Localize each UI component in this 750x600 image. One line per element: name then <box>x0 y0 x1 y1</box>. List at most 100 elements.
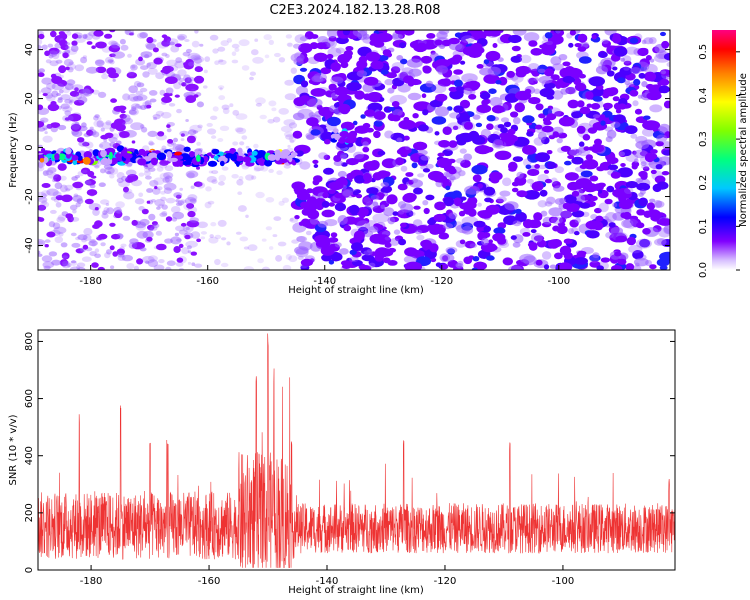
heatmap-cell <box>596 166 605 172</box>
heatmap-cell <box>191 55 205 64</box>
heatmap-cell <box>580 170 593 178</box>
heatmap-cell <box>489 96 503 107</box>
heatmap-cell <box>108 40 118 46</box>
heatmap-cell <box>231 51 237 56</box>
heatmap-cell <box>166 260 176 267</box>
heatmap-cell <box>173 192 183 198</box>
heatmap-cell <box>38 204 47 211</box>
heatmap-cell <box>189 198 197 203</box>
heatmap-cell <box>166 128 172 133</box>
heatmap-cell <box>161 211 168 216</box>
heatmap-cell <box>298 221 304 226</box>
heatmap-cell <box>271 107 277 112</box>
colorbar-label: Normalized spectral amplitude <box>738 73 749 227</box>
heatmap-cell <box>598 51 608 58</box>
heatmap-cell <box>339 130 350 138</box>
heatmap-cell <box>204 201 212 209</box>
heatmap-cell <box>368 193 376 198</box>
heatmap-cell <box>253 167 261 172</box>
heatmap-y-tick-label: 0 <box>24 144 35 150</box>
heatmap-cell <box>218 59 224 63</box>
heatmap-cell <box>69 204 78 211</box>
heatmap-cell <box>541 125 554 133</box>
heatmap-cell <box>363 250 373 256</box>
heatmap-cell <box>65 84 73 90</box>
heatmap-cell <box>146 188 154 193</box>
heatmap-cell <box>538 113 546 119</box>
heatmap-cell <box>38 127 46 132</box>
heatmap-cell <box>403 75 414 84</box>
heatmap-cell <box>643 37 654 45</box>
heatmap-cell <box>38 191 47 200</box>
heatmap-cell <box>598 202 609 213</box>
heatmap-cell <box>652 183 662 193</box>
heatmap-cell <box>187 210 196 218</box>
heatmap-cell <box>336 140 348 149</box>
heatmap-cell <box>528 242 538 251</box>
heatmap-cell <box>405 145 410 150</box>
heatmap-cell <box>306 134 315 141</box>
heatmap-cell <box>612 96 620 102</box>
heatmap-cell <box>245 214 249 218</box>
heatmap-cell <box>606 70 615 77</box>
heatmap-cell <box>41 87 52 94</box>
heatmap-cell <box>160 111 172 119</box>
heatmap-cell <box>170 45 180 53</box>
heatmap-cell <box>552 90 564 100</box>
heatmap-cell <box>403 135 410 141</box>
heatmap-cell <box>66 263 72 268</box>
heatmap-cell <box>334 242 342 248</box>
heatmap-cell <box>155 72 165 80</box>
heatmap-cell <box>53 226 67 234</box>
heatmap-cell <box>328 83 337 91</box>
heatmap-cell <box>563 238 573 244</box>
heatmap-cell <box>471 164 488 175</box>
heatmap-cell <box>274 149 281 156</box>
heatmap-cell <box>567 99 579 109</box>
heatmap-cell <box>251 175 257 180</box>
heatmap-cell <box>83 227 93 236</box>
heatmap-cell <box>323 154 331 160</box>
heatmap-cell <box>598 189 603 194</box>
heatmap-cell <box>193 75 205 84</box>
heatmap-cell <box>197 124 203 129</box>
heatmap-cell <box>468 93 477 100</box>
heatmap-cell <box>338 137 346 144</box>
heatmap-cell <box>463 256 473 265</box>
heatmap-cell <box>131 65 136 69</box>
heatmap-cell <box>292 130 303 139</box>
heatmap-cell <box>221 166 229 171</box>
heatmap-x-ticks: -180 -160 -140 -120 -100 <box>79 265 570 287</box>
heatmap-cell <box>111 43 121 49</box>
heatmap-cell <box>94 248 100 253</box>
heatmap-cell <box>116 177 124 184</box>
heatmap-cell <box>334 202 346 212</box>
heatmap-cell <box>552 131 560 138</box>
heatmap-cell <box>483 225 491 233</box>
heatmap-cell <box>131 219 138 226</box>
heatmap-cell <box>433 176 441 183</box>
heatmap-cell <box>166 151 173 158</box>
heatmap-cell <box>567 155 575 159</box>
heatmap-cell <box>330 232 338 238</box>
heatmap-cell <box>316 42 327 50</box>
heatmap-cell <box>42 125 48 130</box>
heatmap-cell <box>425 80 434 88</box>
heatmap-cell <box>546 161 557 169</box>
heatmap-cell <box>661 171 670 176</box>
heatmap-cell <box>60 75 64 78</box>
heatmap-cell <box>237 147 243 154</box>
heatmap-cell <box>219 87 223 91</box>
heatmap-cell <box>434 58 451 68</box>
heatmap-cell <box>146 200 151 204</box>
heatmap-cell <box>643 63 658 75</box>
heatmap-cell <box>81 238 87 243</box>
heatmap-cell <box>471 267 478 270</box>
heatmap-cell <box>359 265 372 270</box>
heatmap-cell <box>300 201 309 209</box>
heatmap-cell <box>38 104 44 111</box>
heatmap-cell <box>144 54 150 59</box>
heatmap-cell <box>666 62 670 67</box>
heatmap-cell <box>200 236 206 240</box>
heatmap-cell <box>234 127 244 133</box>
